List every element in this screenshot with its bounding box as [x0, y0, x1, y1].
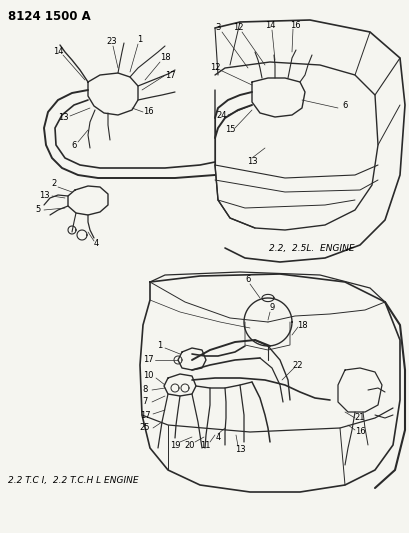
- Text: 20: 20: [184, 440, 195, 449]
- Text: 6: 6: [71, 141, 76, 149]
- Text: 16: 16: [354, 427, 364, 437]
- Text: 11: 11: [199, 440, 210, 449]
- Text: 15: 15: [224, 125, 235, 134]
- Text: 6: 6: [342, 101, 347, 109]
- Text: 13: 13: [246, 157, 257, 166]
- Text: 21: 21: [354, 414, 364, 423]
- Text: 14: 14: [53, 47, 63, 56]
- Text: 24: 24: [216, 110, 227, 119]
- Text: 25: 25: [139, 424, 150, 432]
- Text: 23: 23: [106, 37, 117, 46]
- Text: 4: 4: [215, 433, 220, 442]
- Text: 17: 17: [139, 410, 150, 419]
- Text: 4: 4: [93, 238, 99, 247]
- Text: 5: 5: [35, 206, 40, 214]
- Text: 2.2,  2.5L.  ENGINE: 2.2, 2.5L. ENGINE: [269, 244, 354, 253]
- Text: 13: 13: [234, 446, 245, 455]
- Text: 6: 6: [245, 276, 250, 285]
- Text: 17: 17: [142, 356, 153, 365]
- Text: 8: 8: [142, 385, 147, 394]
- Text: 10: 10: [142, 370, 153, 379]
- Text: 2.2 T.C I,  2.2 T.C.H L ENGINE: 2.2 T.C I, 2.2 T.C.H L ENGINE: [8, 475, 138, 484]
- Text: 1: 1: [137, 36, 142, 44]
- Text: 7: 7: [142, 398, 147, 407]
- Text: 22: 22: [292, 360, 303, 369]
- Text: 1: 1: [157, 341, 162, 350]
- Text: 18: 18: [296, 320, 307, 329]
- Text: 16: 16: [289, 20, 299, 29]
- Text: 19: 19: [169, 440, 180, 449]
- Text: 18: 18: [159, 53, 170, 62]
- Text: 3: 3: [215, 23, 220, 33]
- Text: 2: 2: [51, 180, 56, 189]
- Text: 13: 13: [58, 114, 68, 123]
- Text: 8124 1500 A: 8124 1500 A: [8, 10, 90, 23]
- Text: 12: 12: [209, 63, 220, 72]
- Text: 9: 9: [269, 303, 274, 312]
- Text: 16: 16: [142, 108, 153, 117]
- Text: 13: 13: [38, 190, 49, 199]
- Text: 14: 14: [264, 20, 274, 29]
- Text: 12: 12: [232, 23, 243, 33]
- Text: 17: 17: [164, 70, 175, 79]
